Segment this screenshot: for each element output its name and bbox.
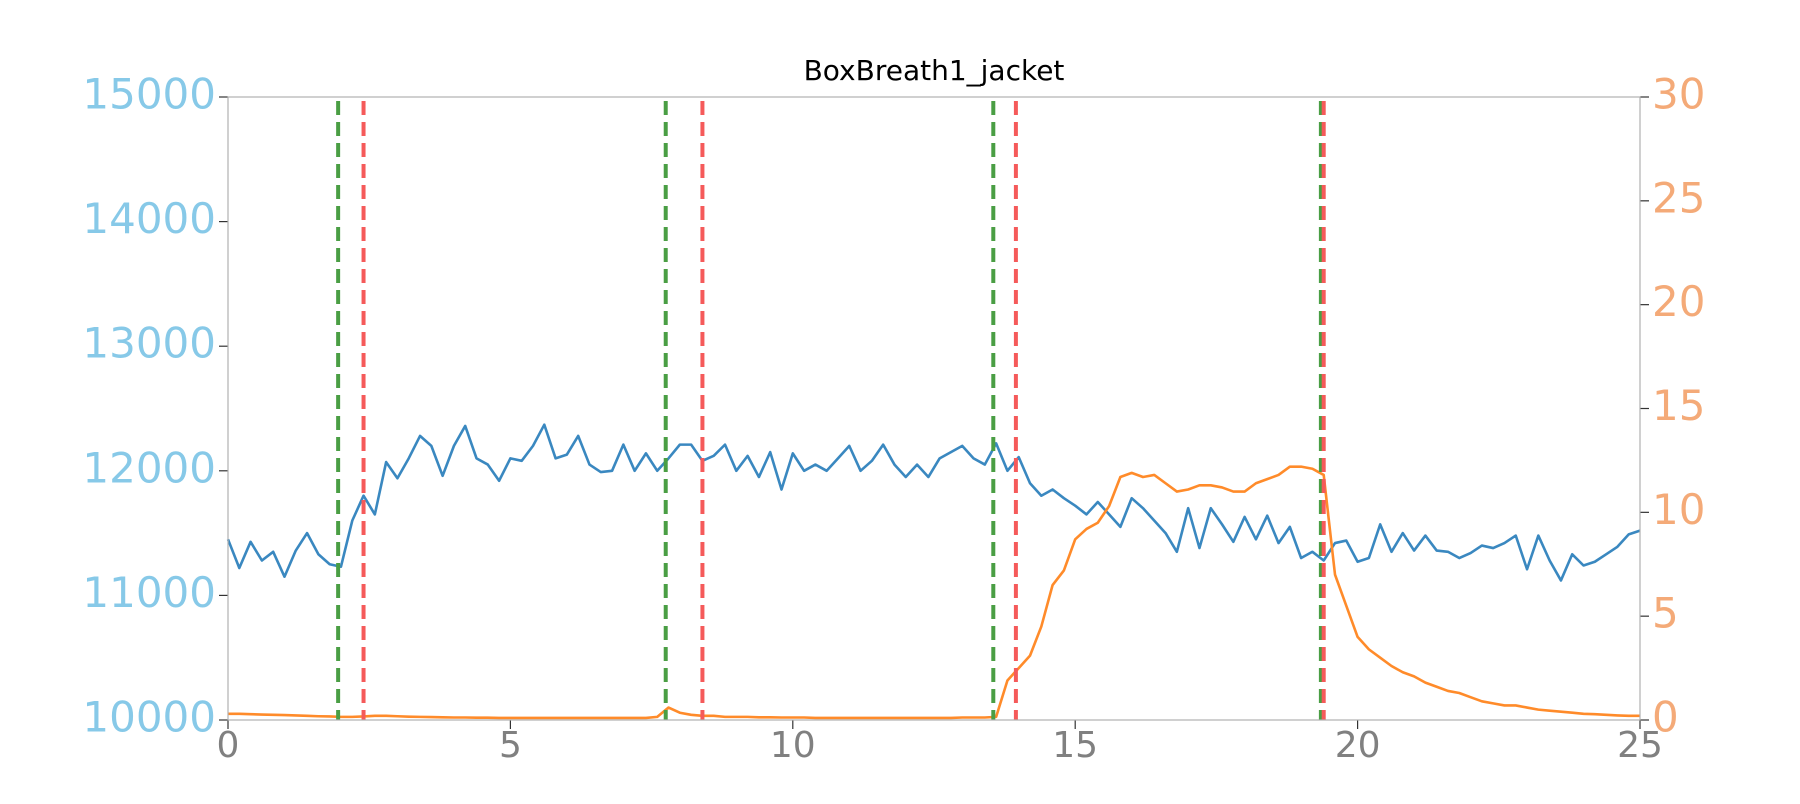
y-tick-label: 13000 [82,319,216,368]
plot-frame [227,96,1641,721]
chart-title: BoxBreath1_jacket [804,54,1065,87]
y-tick-label: 15000 [82,70,216,119]
x-tick-label: 25 [1617,725,1663,766]
y2-tick-label: 15 [1652,381,1705,430]
x-tick-label: 15 [1052,725,1098,766]
y2-tick-label: 20 [1652,277,1705,326]
y-tick-label: 14000 [82,194,216,243]
y2-tick-label: 0 [1652,693,1679,742]
x-tick-label: 10 [770,725,816,766]
x-tick-label: 5 [499,725,522,766]
x-tick-label: 0 [217,725,240,766]
y2-tick-label: 5 [1652,589,1679,638]
y-tick-label: 12000 [82,443,216,492]
y-tick-label: 10000 [82,693,216,742]
y2-tick-label: 25 [1652,173,1705,222]
x-tick-label: 20 [1335,725,1381,766]
data-line [226,423,1641,582]
data-line [228,465,1640,720]
y2-tick-label: 30 [1652,70,1705,119]
y-tick-label: 11000 [82,568,216,617]
y2-tick-label: 10 [1652,485,1705,534]
